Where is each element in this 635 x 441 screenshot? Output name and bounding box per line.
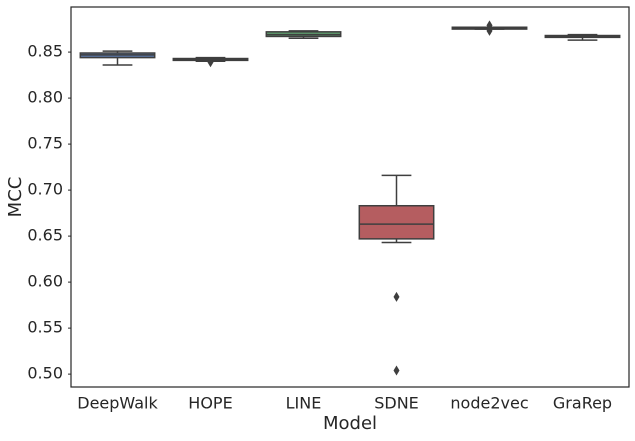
y-tick-label: 0.60 [27, 272, 63, 291]
y-tick-label: 0.85 [27, 42, 63, 61]
x-axis-label: Model [323, 413, 377, 434]
x-tick-label: node2vec [450, 394, 528, 413]
y-axis-label: MCC [5, 177, 26, 218]
x-tick-label: GraRep [553, 394, 612, 413]
outlier [393, 291, 400, 302]
plot-frame [70, 6, 630, 388]
box [358, 204, 435, 240]
outlier [207, 57, 214, 68]
x-tick-label: LINE [286, 394, 322, 413]
outlier [486, 20, 493, 31]
x-tick-label: DeepWalk [77, 394, 158, 413]
y-tick-label: 0.80 [27, 88, 63, 107]
outlier [393, 365, 400, 376]
y-tick-label: 0.65 [27, 226, 63, 245]
x-tick-label: HOPE [188, 394, 232, 413]
x-tick-label: SDNE [374, 394, 419, 413]
y-tick-label: 0.55 [27, 318, 63, 337]
y-tick-label: 0.75 [27, 134, 63, 153]
y-tick-label: 0.70 [27, 180, 63, 199]
y-tick-label: 0.50 [27, 364, 63, 383]
outlier [486, 25, 493, 36]
